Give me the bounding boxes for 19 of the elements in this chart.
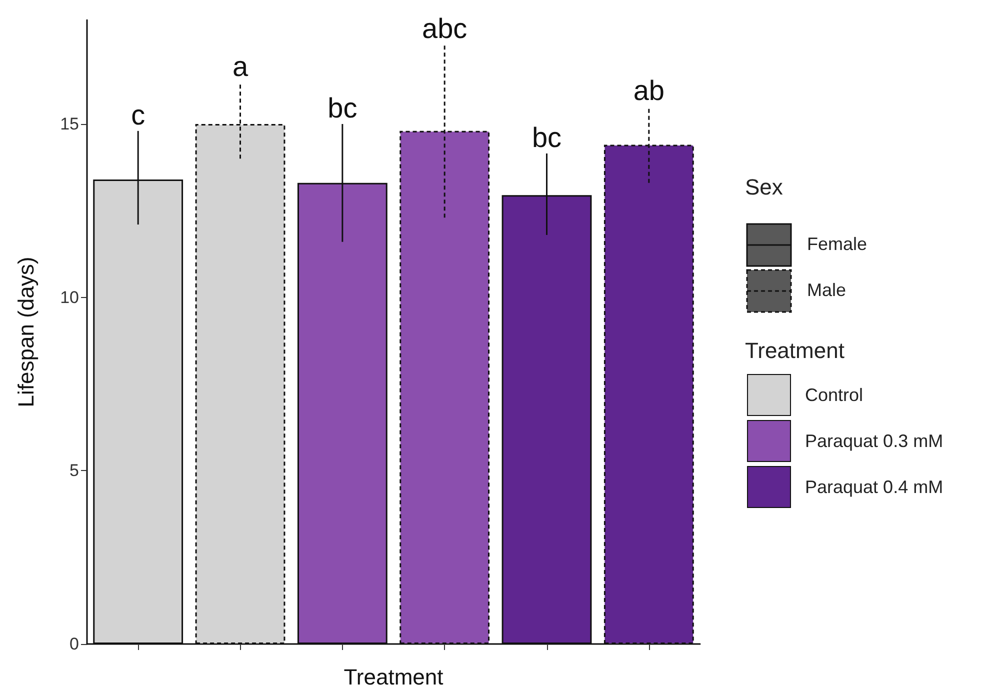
annotation: abc: [422, 12, 468, 44]
legend-title: Sex: [745, 174, 783, 200]
annotation: ab: [633, 75, 664, 106]
y-tick-label: 5: [70, 461, 79, 480]
annotation: c: [131, 99, 146, 130]
y-tick-label: 0: [70, 634, 79, 654]
category-label: Paraquat 0.3 mM: [805, 430, 944, 452]
legend-label: Female: [807, 234, 868, 254]
legend-label: Male: [807, 280, 846, 300]
category-label: Control: [805, 384, 864, 406]
y-axis-title: Lifespan (days): [14, 256, 38, 408]
y-tick-label: 10: [60, 288, 79, 307]
x-axis-title: Treatment: [344, 664, 444, 690]
category-label: Paraquat 0.4 mM: [805, 476, 944, 498]
y-tick-label: 15: [60, 114, 79, 134]
annotation: bc: [328, 92, 358, 124]
annotation: bc: [532, 122, 562, 153]
annotation: a: [232, 50, 248, 82]
text: Treatment: [745, 338, 846, 364]
